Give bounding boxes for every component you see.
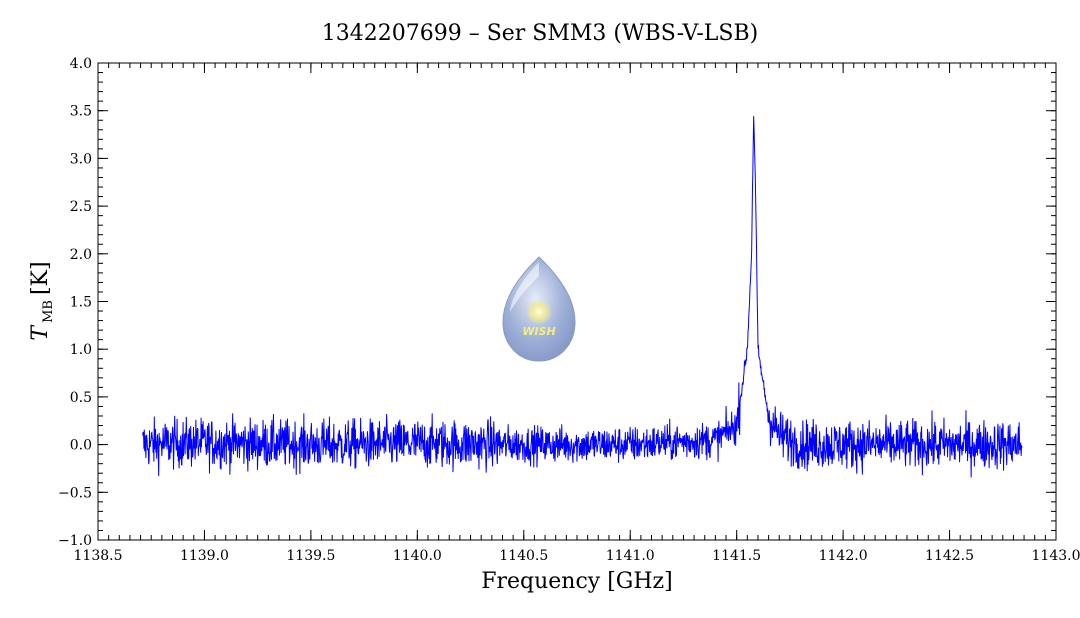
plot-frame <box>97 62 1057 541</box>
y-axis-label-sub: MB <box>41 300 56 323</box>
x-tick-label: 1142.0 <box>819 548 868 564</box>
x-tick-label: 1143.0 <box>1032 548 1080 564</box>
y-tick-label: 4.0 <box>70 56 92 72</box>
y-tick-label: 1.5 <box>70 295 92 311</box>
y-tick-label: 3.5 <box>70 104 92 120</box>
x-tick-label: 1141.0 <box>606 548 655 564</box>
y-tick-label: 0.0 <box>70 438 92 454</box>
y-axis-label: TMB [K] <box>28 261 56 340</box>
y-axis: −1.0 −0.5 0.0 0.5 1.0 1.5 2.0 2.5 3.0 3.5 4.0 <box>58 56 1056 549</box>
star-icon <box>526 299 552 325</box>
plot-area <box>142 116 1023 478</box>
y-tick-label: −0.5 <box>58 485 92 501</box>
y-axis-label-main: T <box>28 324 53 341</box>
y-tick-label: 0.5 <box>70 390 92 406</box>
y-tick-label: 3.0 <box>70 151 92 167</box>
wish-logo: WISH <box>502 256 576 362</box>
chart-title: 1342207699 – Ser SMM3 (WBS-V-LSB) <box>322 21 758 46</box>
x-tick-label: 1141.5 <box>712 548 761 564</box>
x-tick-label: 1138.5 <box>74 548 123 564</box>
y-tick-label: 2.0 <box>70 247 92 263</box>
logo-text: WISH <box>522 325 555 338</box>
series-line <box>142 116 1023 478</box>
x-tick-label: 1142.5 <box>925 548 974 564</box>
y-axis-label-unit: [K] <box>28 261 53 295</box>
svg-text:TMB[K]: TMB [K] <box>28 261 56 340</box>
x-tick-label: 1140.5 <box>499 548 548 564</box>
y-tick-label: 1.0 <box>70 342 92 358</box>
x-axis: 1138.5 1139.0 1139.5 1140.0 1140.5 1141.0 1141… <box>74 63 1080 564</box>
x-tick-label: 1139.0 <box>180 548 229 564</box>
x-tick-label: 1139.5 <box>286 548 335 564</box>
x-axis-label: Frequency [GHz] <box>481 569 673 594</box>
y-tick-label: 2.5 <box>70 199 92 215</box>
x-tick-label: 1140.0 <box>393 548 442 564</box>
y-tick-label: −1.0 <box>58 533 92 549</box>
